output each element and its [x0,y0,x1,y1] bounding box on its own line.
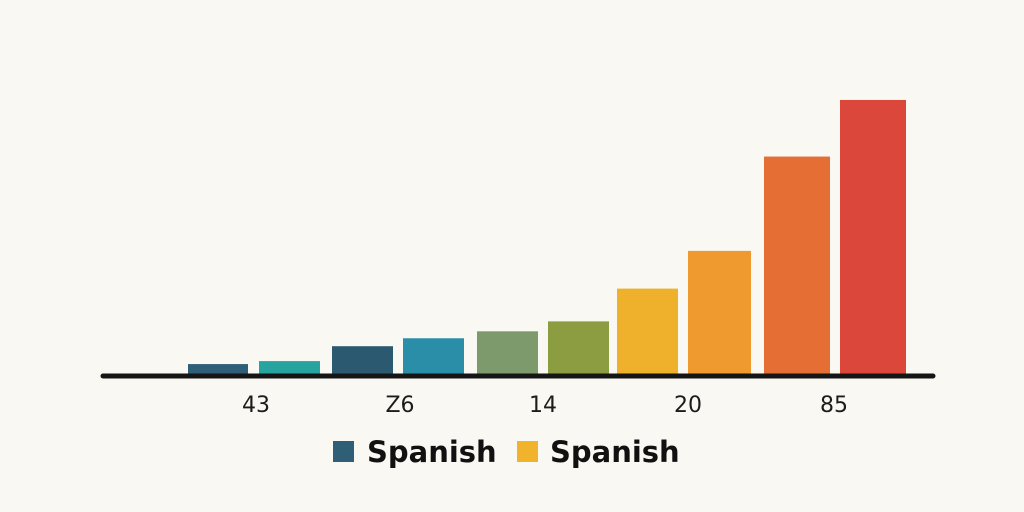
legend-swatch-2 [517,441,538,462]
bar-3 [332,346,393,374]
x-tick-label-3: 14 [529,393,557,418]
legend-item-2: Spanish [517,435,680,469]
bar-8 [688,250,751,374]
legend-label-2: Spanish [550,435,680,469]
legend-item-1: Spanish [333,435,497,469]
x-tick-label-1: 43 [242,393,270,418]
bar-4 [403,338,464,374]
bar-7 [617,288,678,374]
bar-1 [188,364,248,374]
legend-label-1: Spanish [367,435,497,469]
bars-group [188,99,906,374]
bar-6 [548,321,609,374]
bar-5 [477,331,538,374]
bar-10 [840,99,906,374]
legend: Spanish Spanish [333,435,680,469]
bar-9 [764,156,830,374]
tick-labels-group: 43 Z6 14 20 85 [242,393,848,418]
bar-2 [259,361,320,374]
x-tick-label-4: 20 [674,393,702,418]
x-tick-label-2: Z6 [385,393,414,418]
legend-swatch-1 [333,441,354,462]
x-tick-label-5: 85 [820,393,848,418]
